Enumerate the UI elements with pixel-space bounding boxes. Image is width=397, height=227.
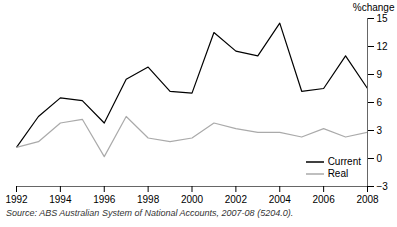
- svg-text:2004: 2004: [269, 194, 292, 205]
- svg-text:9: 9: [377, 69, 383, 80]
- svg-text:1998: 1998: [137, 194, 160, 205]
- svg-text:2008: 2008: [356, 194, 379, 205]
- svg-text:12: 12: [377, 41, 389, 52]
- svg-text:2006: 2006: [313, 194, 336, 205]
- svg-text:6: 6: [377, 97, 383, 108]
- svg-text:2000: 2000: [181, 194, 204, 205]
- svg-text:3: 3: [377, 125, 383, 136]
- svg-text:1992: 1992: [5, 194, 28, 205]
- svg-text:1994: 1994: [49, 194, 72, 205]
- svg-text:2002: 2002: [225, 194, 248, 205]
- svg-text:15: 15: [377, 13, 389, 24]
- svg-text:−3: −3: [377, 181, 389, 192]
- svg-text:0: 0: [377, 153, 383, 164]
- html-text:Real: Real: [327, 168, 349, 179]
- svg-text:%change: %change: [353, 2, 395, 13]
- svg-text:1996: 1996: [93, 194, 116, 205]
- html-text:Current: Current: [327, 156, 361, 167]
- html-text:Source: ABS Australian System: Source: ABS Australian System of Nationa…: [6, 208, 294, 218]
